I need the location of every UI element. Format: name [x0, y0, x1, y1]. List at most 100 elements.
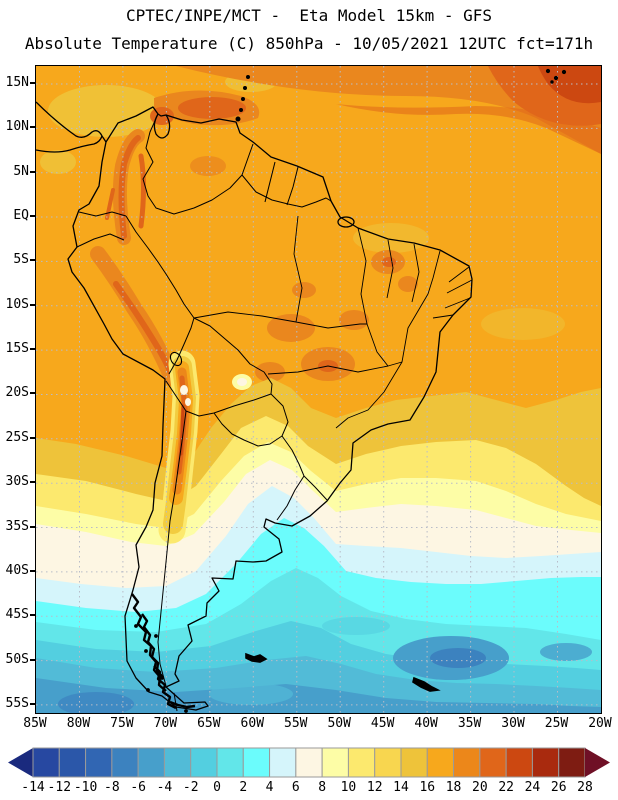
colorbar-tick-label: -2 — [182, 780, 199, 795]
lat-axis-tick — [30, 126, 35, 129]
lat-axis-tick — [30, 702, 35, 705]
colorbar-under-arrow — [8, 748, 33, 777]
colorbar-cell — [216, 747, 244, 778]
lat-axis-label: 5N — [13, 163, 29, 179]
colorbar-tick-label: 24 — [524, 780, 541, 795]
islands-and-fjords — [131, 68, 567, 713]
lon-axis-label: 65W — [197, 716, 221, 731]
lon-axis-label: 35W — [457, 716, 482, 731]
colorbar-cell — [558, 747, 586, 778]
south-america-temperature-map — [36, 66, 601, 713]
lat-axis-tick — [30, 436, 35, 439]
colorbar-cell — [32, 747, 60, 778]
colorbar-tick-label: 4 — [265, 780, 274, 795]
colorbar-cell — [400, 747, 428, 778]
colorbar-tick-label: 18 — [445, 780, 462, 795]
lat-axis-tick — [30, 392, 35, 395]
lat-axis-tick — [30, 348, 35, 351]
colorbar-tick-label: 14 — [393, 780, 409, 795]
colorbar-cell — [426, 747, 455, 778]
colorbar-tick-label: 20 — [472, 780, 488, 795]
lat-axis-tick — [30, 259, 35, 262]
colorbar-tick-label: -14 — [21, 780, 45, 795]
lon-axis-label: 85W — [23, 716, 47, 731]
lon-axis-label: 75W — [110, 716, 134, 731]
lat-axis-tick — [30, 170, 35, 173]
colorbar-tick-label: -10 — [73, 780, 98, 795]
temperature-colorbar — [8, 747, 610, 778]
country-borders — [76, 113, 332, 712]
colorbar-tick-label: 6 — [291, 780, 300, 795]
lat-axis-label: 5S — [13, 252, 29, 268]
lat-axis-label: EQ — [13, 208, 29, 224]
lat-axis-label: 50S — [5, 651, 29, 667]
colorbar-cell — [479, 747, 507, 778]
colorbar-tick-label: 2 — [239, 780, 248, 795]
lat-axis-label: 15S — [5, 341, 29, 357]
far-south-patches — [58, 617, 592, 713]
north-warm-features — [40, 66, 601, 386]
lon-axis-label: 60W — [240, 716, 265, 731]
lon-axis-label: 30W — [501, 716, 525, 731]
colorbar-tick-label: 28 — [577, 780, 593, 795]
lon-axis-label: 20W — [588, 716, 612, 731]
lat-axis-tick — [30, 82, 35, 84]
lat-axis-label: 30S — [5, 474, 29, 490]
lon-axis-label: 25W — [544, 716, 569, 731]
colorbar-cell — [85, 747, 113, 778]
colorbar-cell — [137, 747, 165, 778]
colorbar-tick-label: -12 — [47, 780, 72, 795]
coastlines — [36, 101, 473, 711]
lat-axis-label: 40S — [5, 562, 29, 578]
lon-axis-label: 70W — [153, 716, 178, 731]
lon-axis-label: 80W — [66, 716, 91, 731]
colorbar-over-arrow — [585, 748, 610, 777]
lon-axis-label: 50W — [327, 716, 351, 731]
colorbar-cell — [321, 747, 349, 778]
lat-axis-tick — [30, 481, 35, 484]
colorbar-tick-label: 8 — [318, 780, 327, 795]
lat-axis-label: 10S — [5, 296, 29, 312]
colorbar-tick-label: 22 — [498, 780, 514, 795]
lat-axis-tick — [30, 658, 35, 661]
lat-axis-tick — [30, 569, 35, 572]
colorbar-cell — [505, 747, 533, 778]
lat-axis-label: 10N — [5, 119, 29, 135]
colorbar-tick-label: 16 — [419, 780, 436, 795]
colorbar-cell — [374, 747, 402, 778]
state-borders — [193, 215, 473, 429]
lat-axis-label: 35S — [5, 518, 29, 534]
lon-axis-label: 45W — [370, 716, 395, 731]
graticule — [36, 66, 601, 713]
lat-axis-tick — [30, 525, 35, 528]
lat-axis-label: 55S — [5, 695, 29, 711]
colorbar-tick-label: -4 — [156, 780, 173, 795]
colorbar-cell — [163, 747, 192, 778]
colorbar-cell — [111, 747, 139, 778]
colorbar-tick-label: 10 — [340, 780, 357, 795]
map-frame — [35, 65, 602, 714]
page-title: CPTEC/INPE/MCT - Eta Model 15km - GFS — [125, 6, 493, 25]
colorbar-cell — [242, 747, 271, 778]
lon-axis-label: 40W — [414, 716, 438, 731]
colorbar-cell — [190, 747, 218, 778]
colorbar-tick-label: 0 — [213, 780, 221, 795]
lon-axis-label: 55W — [284, 716, 308, 731]
lat-axis-label: 25S — [5, 429, 29, 445]
page-subtitle: Absolute Temperature (C) 850hPa - 10/05/… — [24, 34, 594, 53]
colorbar-cell — [347, 747, 376, 778]
lat-axis-label: 20S — [5, 385, 29, 401]
colorbar-cell — [58, 747, 87, 778]
colorbar-cell — [531, 747, 560, 778]
lat-axis-tick — [30, 303, 35, 306]
colorbar-cell — [453, 747, 481, 778]
colorbar-tick-label: -8 — [104, 780, 120, 795]
lat-axis-tick — [30, 614, 35, 617]
colorbar-cell — [269, 747, 297, 778]
lat-axis-label: 45S — [5, 607, 29, 623]
lat-axis-label: 15N — [5, 75, 29, 90]
colorbar-tick-label: 12 — [366, 780, 383, 795]
lat-axis-tick — [30, 215, 35, 218]
colorbar-cell — [295, 747, 323, 778]
